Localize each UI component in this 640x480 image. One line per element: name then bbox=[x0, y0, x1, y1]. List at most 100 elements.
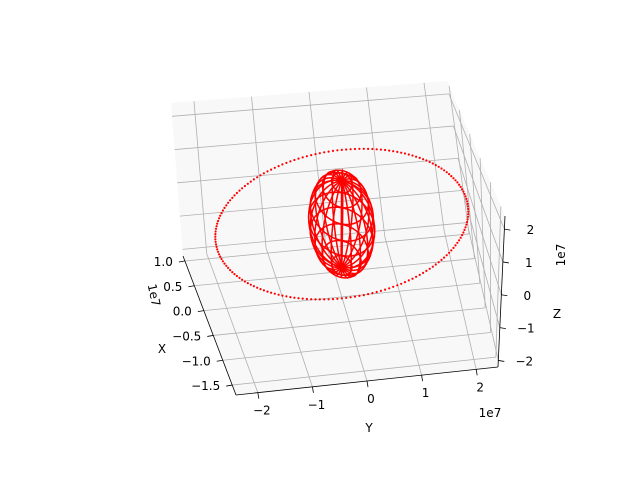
back-gridline-z bbox=[179, 189, 463, 217]
x-tick-label: −1.5 bbox=[191, 379, 220, 393]
side-gridline-x bbox=[448, 85, 470, 234]
y-tick-label: 0 bbox=[367, 392, 375, 406]
orbit-point bbox=[434, 263, 437, 266]
sphere-parallel bbox=[314, 171, 370, 226]
back-gridline-y bbox=[366, 87, 386, 237]
x-tick-label: 0.0 bbox=[173, 305, 192, 319]
x-offset-text: 1e7 bbox=[145, 283, 163, 308]
x-tick bbox=[178, 260, 185, 263]
orbit-point bbox=[461, 188, 464, 191]
floor-gridline-y bbox=[265, 247, 313, 387]
plot-area bbox=[214, 147, 470, 301]
orbit-point bbox=[215, 245, 218, 248]
orbit-point bbox=[314, 298, 317, 301]
z-axis-label: Z bbox=[553, 307, 561, 321]
orbit-point bbox=[293, 158, 296, 162]
orbit-point bbox=[229, 269, 232, 272]
orbit-point bbox=[411, 154, 414, 157]
x-axis-label: X bbox=[158, 342, 166, 356]
side-gridline-z bbox=[466, 222, 499, 361]
side-gridline-z bbox=[448, 93, 505, 230]
back-gridline-z bbox=[182, 222, 468, 250]
orbit-point bbox=[388, 149, 391, 152]
orbit-point bbox=[464, 226, 467, 229]
orbit-point bbox=[252, 285, 255, 288]
orbit-point bbox=[214, 243, 218, 246]
orbit-point bbox=[301, 297, 304, 300]
back-gridline-z bbox=[174, 125, 454, 150]
orbit-point bbox=[331, 149, 335, 152]
x-tick-label: 0.5 bbox=[163, 280, 182, 294]
orbit-point bbox=[407, 279, 410, 282]
y-tick bbox=[475, 369, 478, 376]
z-offset-text: 1e7 bbox=[554, 244, 568, 267]
orbit-point bbox=[466, 220, 469, 224]
orbit-point bbox=[403, 281, 407, 284]
orbit-point bbox=[270, 168, 273, 171]
orbit-point bbox=[345, 296, 348, 299]
y-axis-label: Y bbox=[364, 421, 373, 435]
orbit-point bbox=[345, 148, 348, 151]
orbit-point bbox=[336, 149, 339, 152]
sphere-parallel bbox=[314, 223, 370, 277]
orbit-point bbox=[262, 172, 265, 175]
back-gridline-y bbox=[193, 101, 208, 254]
z-tick-label: 2 bbox=[527, 223, 535, 237]
orbit-point bbox=[293, 296, 296, 299]
orbit-point bbox=[362, 294, 365, 297]
side-gridline-z bbox=[453, 125, 504, 263]
orbit-point bbox=[462, 231, 465, 234]
orbit-point bbox=[353, 147, 357, 151]
orbit-point bbox=[229, 199, 232, 202]
orbit-point bbox=[310, 154, 313, 157]
orbit-point bbox=[297, 157, 300, 160]
orbit-point bbox=[465, 223, 468, 226]
orbit-point bbox=[445, 171, 448, 174]
orbit-point bbox=[384, 288, 387, 291]
orbit-point bbox=[400, 151, 403, 154]
orbit-point bbox=[241, 278, 244, 281]
orbit-point bbox=[331, 298, 335, 301]
orbit-point bbox=[277, 293, 280, 296]
orbit-point bbox=[238, 189, 241, 192]
z-axis: −2 −1 0 1 2 Z 1e7 bbox=[515, 223, 568, 368]
orbit-point bbox=[450, 175, 453, 178]
orbit-point bbox=[305, 155, 308, 158]
x-tick bbox=[197, 310, 204, 313]
orbit-point bbox=[225, 264, 228, 267]
floor-gridline-x bbox=[213, 307, 486, 336]
orbit-point bbox=[415, 155, 418, 158]
orbit-point bbox=[434, 164, 437, 167]
orbit-point bbox=[371, 292, 374, 295]
orbit-point bbox=[227, 266, 230, 269]
z-tick-label: −2 bbox=[515, 354, 533, 368]
orbit-point bbox=[400, 282, 403, 285]
z-tick bbox=[498, 360, 505, 362]
orbit-point bbox=[349, 296, 352, 299]
orbit-point bbox=[318, 298, 321, 301]
orbit-point bbox=[270, 291, 273, 294]
z-axis-line bbox=[497, 215, 506, 368]
z-tick-label: 0 bbox=[524, 289, 532, 303]
orbit-point bbox=[450, 249, 453, 252]
x-tick-label: 1.0 bbox=[154, 255, 173, 269]
orbit-point bbox=[445, 254, 448, 257]
x-tick bbox=[226, 384, 233, 387]
orbit-point bbox=[461, 234, 464, 237]
orbit-point bbox=[379, 289, 382, 292]
orbit-point bbox=[277, 165, 280, 168]
orbit-point bbox=[266, 290, 269, 293]
orbit-point bbox=[281, 294, 284, 297]
x-tick bbox=[188, 285, 195, 288]
orbit-point bbox=[415, 275, 418, 278]
orbit-point bbox=[223, 206, 226, 209]
orbit-point bbox=[384, 148, 387, 152]
orbit-point bbox=[358, 147, 361, 150]
orbit-point bbox=[463, 228, 466, 231]
orbit-point bbox=[452, 177, 455, 180]
z-tick-label: −1 bbox=[517, 322, 535, 336]
orbit-point bbox=[233, 194, 236, 197]
floor-gridline-x bbox=[222, 332, 491, 361]
orbit-point bbox=[217, 250, 220, 253]
orbit-point bbox=[231, 196, 234, 199]
